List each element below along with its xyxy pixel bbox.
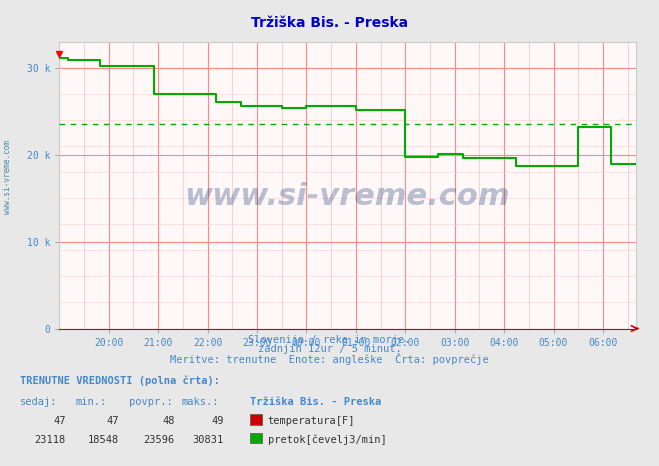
Text: 18548: 18548 <box>88 435 119 445</box>
Text: min.:: min.: <box>76 397 107 407</box>
Text: 23596: 23596 <box>144 435 175 445</box>
Text: maks.:: maks.: <box>181 397 219 407</box>
Text: 23118: 23118 <box>35 435 66 445</box>
Text: Tržiška Bis. - Preska: Tržiška Bis. - Preska <box>251 16 408 30</box>
Text: Meritve: trenutne  Enote: angleške  Črta: povprečje: Meritve: trenutne Enote: angleške Črta: … <box>170 353 489 365</box>
Text: 30831: 30831 <box>193 435 224 445</box>
Text: pretok[čevelj3/min]: pretok[čevelj3/min] <box>268 435 386 445</box>
Text: 49: 49 <box>212 416 224 426</box>
Text: Slovenija / reke in morje.: Slovenija / reke in morje. <box>248 335 411 344</box>
Text: 48: 48 <box>162 416 175 426</box>
Text: sedaj:: sedaj: <box>20 397 57 407</box>
Text: zadnjih 12ur / 5 minut.: zadnjih 12ur / 5 minut. <box>258 344 401 354</box>
Text: www.si-vreme.com: www.si-vreme.com <box>185 182 511 211</box>
Text: TRENUTNE VREDNOSTI (polna črta):: TRENUTNE VREDNOSTI (polna črta): <box>20 375 219 386</box>
Text: www.si-vreme.com: www.si-vreme.com <box>3 140 13 214</box>
Text: Tržiška Bis. - Preska: Tržiška Bis. - Preska <box>250 397 382 407</box>
Text: povpr.:: povpr.: <box>129 397 172 407</box>
Text: 47: 47 <box>106 416 119 426</box>
Text: temperatura[F]: temperatura[F] <box>268 416 355 426</box>
Text: 47: 47 <box>53 416 66 426</box>
